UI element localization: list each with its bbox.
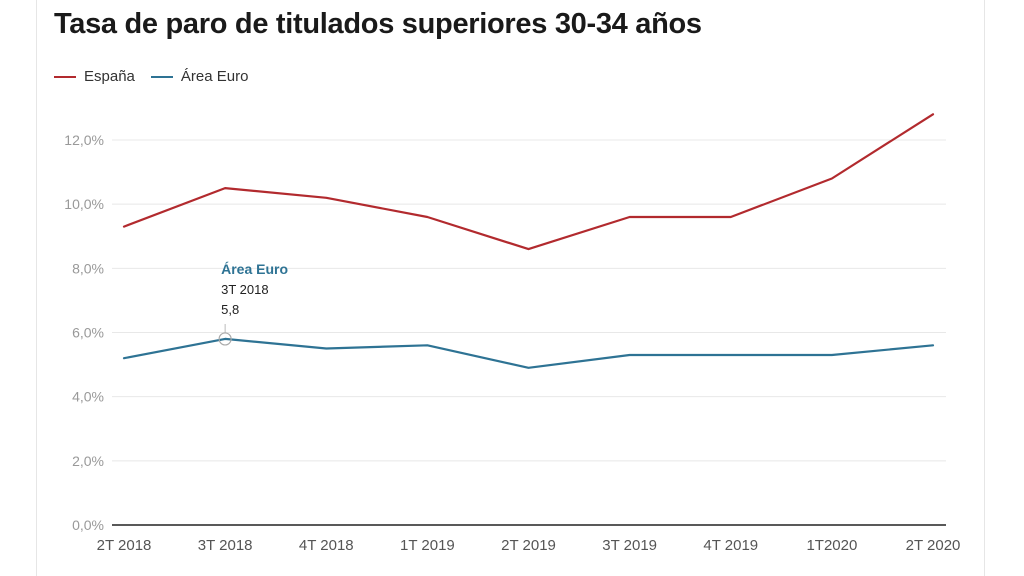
- chart-legend: España Área Euro: [54, 68, 264, 85]
- annotation-value: 5,8: [221, 302, 239, 317]
- y-tick-label: 8,0%: [72, 260, 104, 276]
- x-tick-label: 4T 2019: [703, 537, 758, 554]
- annotation-series-name: Área Euro: [221, 261, 288, 277]
- x-tick-label: 3T 2018: [198, 537, 253, 554]
- legend-item-espana[interactable]: España: [54, 68, 135, 85]
- series-line-area-euro: [122, 337, 935, 369]
- y-tick-label: 6,0%: [72, 325, 104, 341]
- x-tick-label: 1T2020: [806, 537, 857, 554]
- y-tick-label: 0,0%: [72, 517, 104, 533]
- annotation-point-marker: [218, 332, 232, 346]
- legend-label-area-euro: Área Euro: [180, 68, 249, 85]
- y-tick-label: 4,0%: [72, 389, 104, 405]
- legend-swatch-area-euro: [150, 75, 173, 78]
- x-tick-label: 2T 2018: [97, 537, 152, 554]
- legend-label-espana: España: [84, 68, 135, 85]
- x-tick-label: 4T 2018: [299, 537, 354, 554]
- annotation-category: 3T 2018: [221, 282, 268, 297]
- frame-border-left: [36, 0, 37, 576]
- series-line-espana: [122, 113, 935, 251]
- y-tick-label: 10,0%: [64, 196, 104, 212]
- frame-border-right: [984, 0, 985, 576]
- x-tick-label: 3T 2019: [602, 537, 657, 554]
- y-tick-label: 12,0%: [64, 132, 104, 148]
- legend-item-area-euro[interactable]: Área Euro: [150, 68, 249, 85]
- y-tick-label: 2,0%: [72, 453, 104, 469]
- legend-swatch-espana: [54, 75, 76, 78]
- chart-title: Tasa de paro de titulados superiores 30-…: [54, 8, 702, 40]
- x-tick-label: 2T 2020: [906, 537, 961, 554]
- x-tick-label: 1T 2019: [400, 537, 455, 554]
- x-tick-label: 2T 2019: [501, 537, 556, 554]
